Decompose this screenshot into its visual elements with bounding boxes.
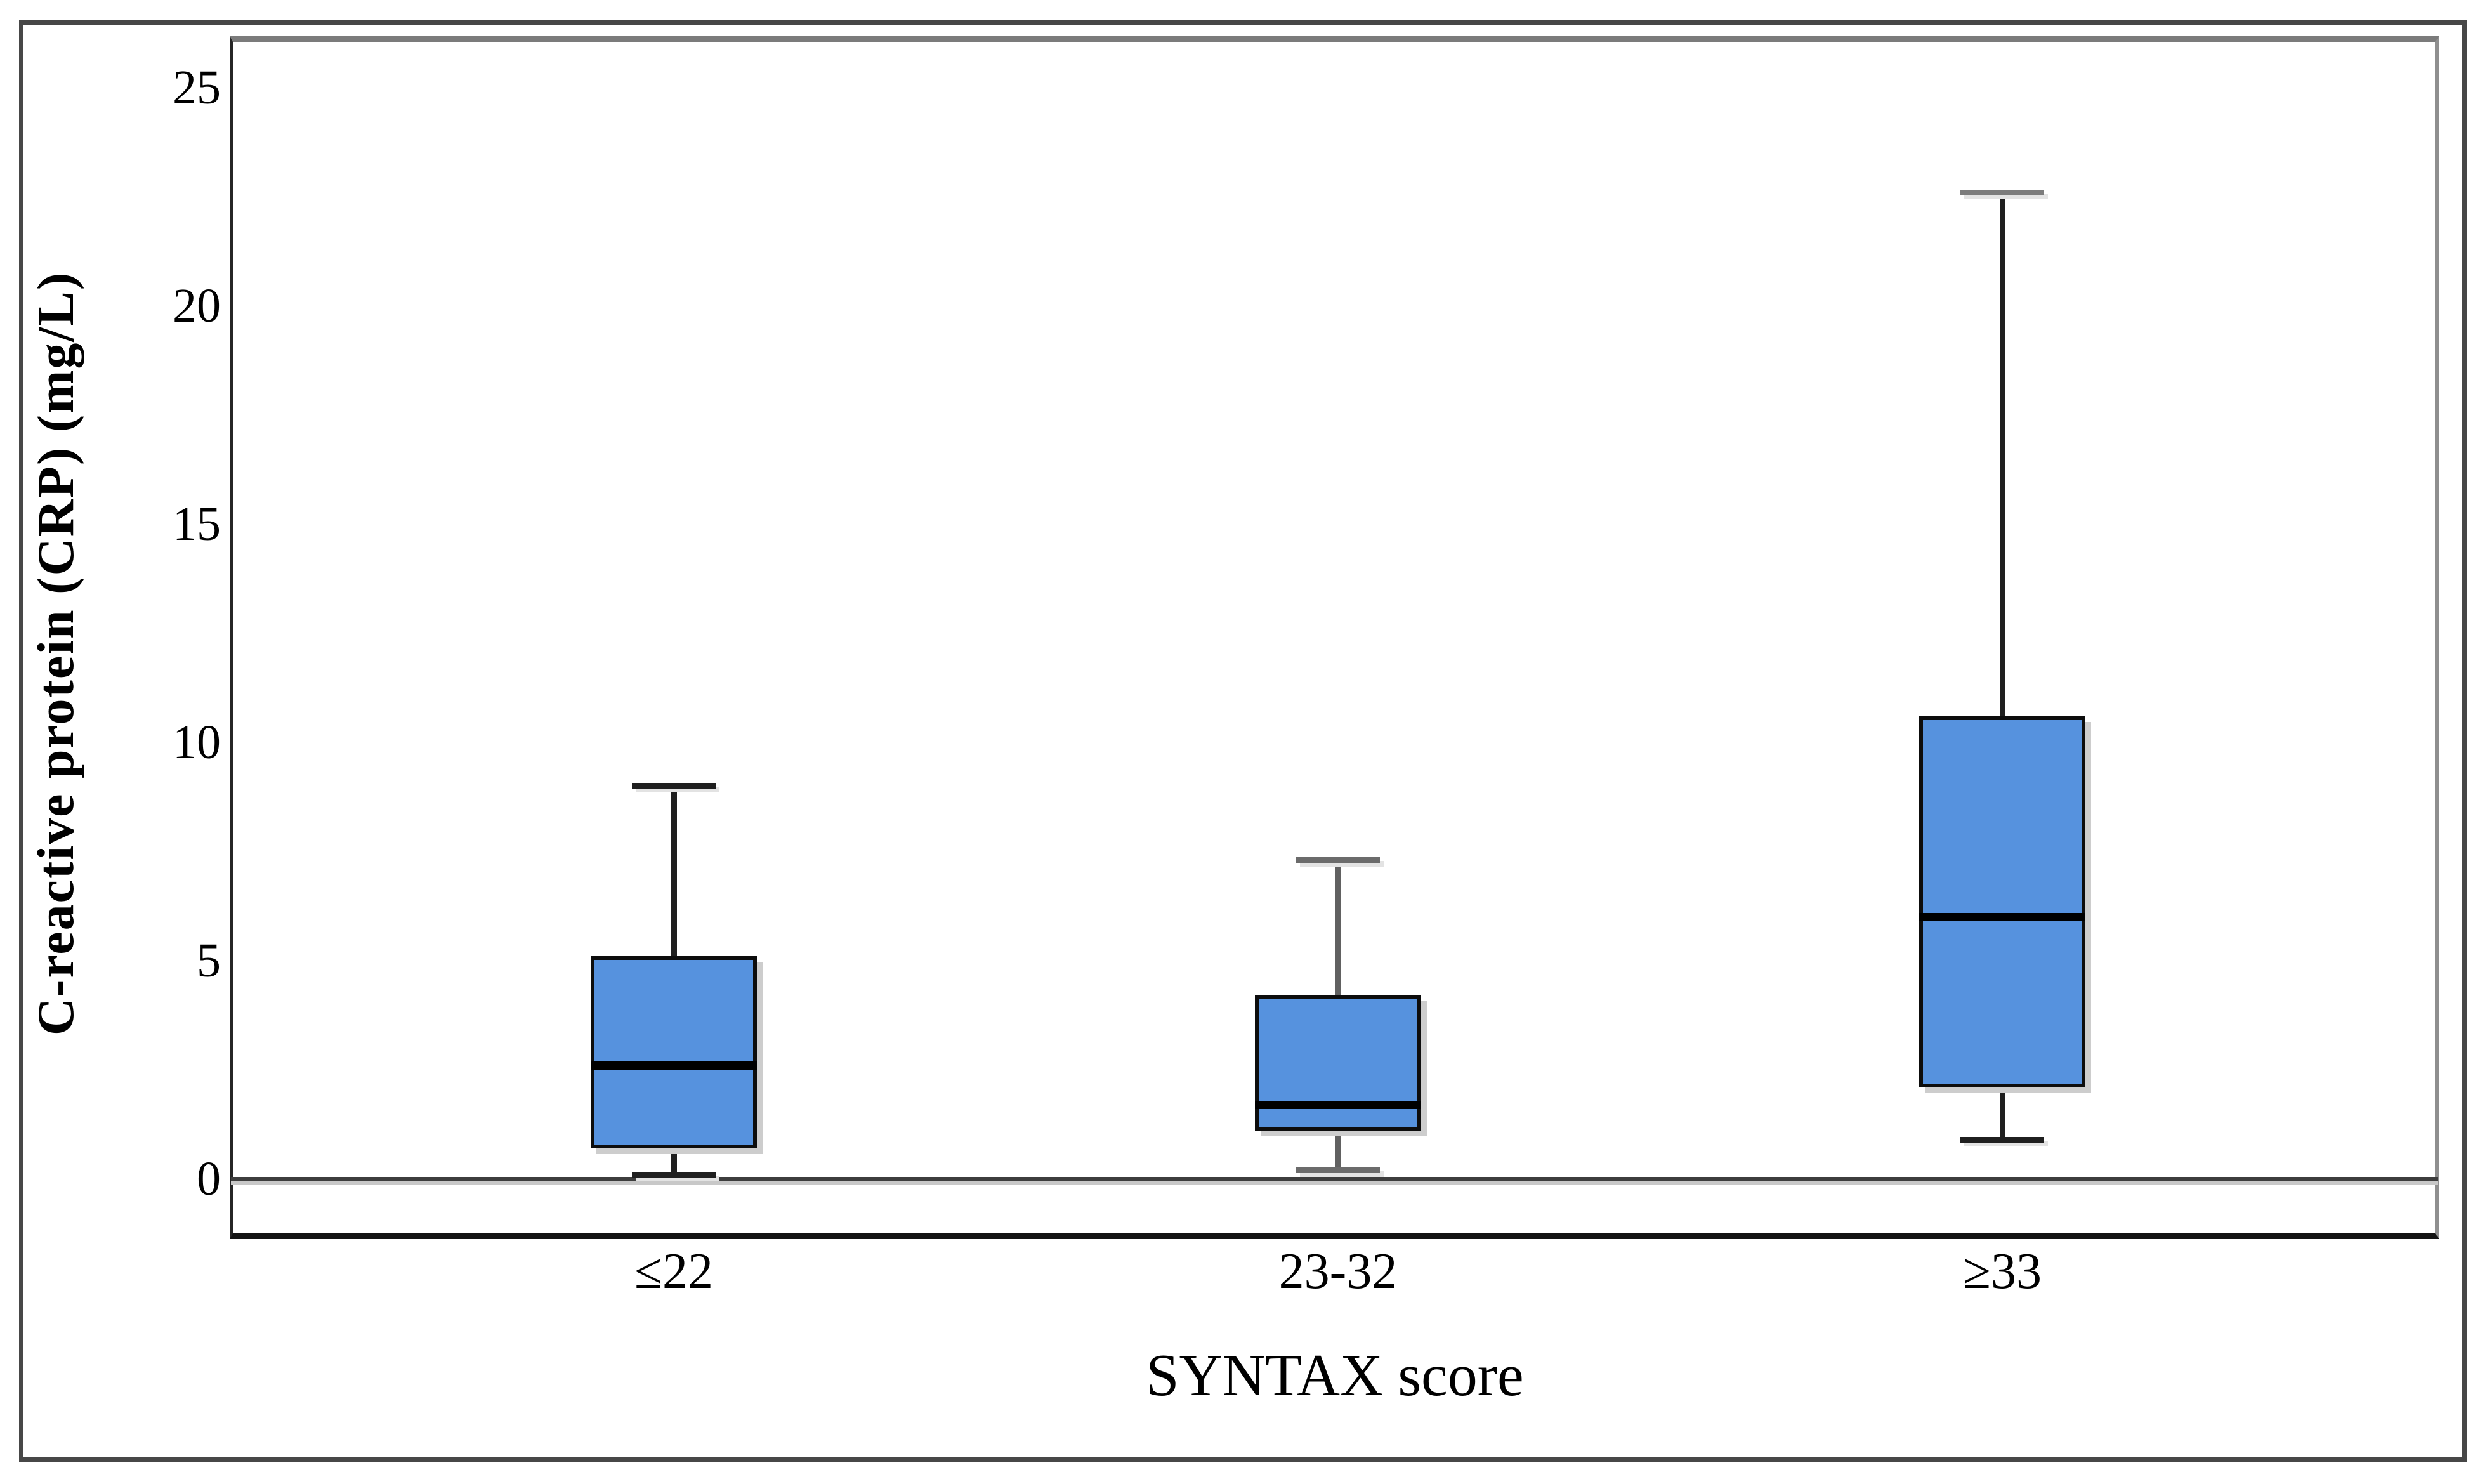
box-iqr <box>591 956 757 1148</box>
whisker-cap-top <box>1960 189 2044 195</box>
y-tick-label: 10 <box>173 716 221 769</box>
x-category-label: ≤22 <box>634 1244 713 1299</box>
y-tick-label: 5 <box>197 934 221 987</box>
x-category-label: 23-32 <box>1278 1244 1398 1299</box>
whisker-cap-top <box>632 783 716 789</box>
whisker-cap-bottom <box>1296 1167 1380 1173</box>
box-iqr <box>1919 716 2085 1087</box>
y-tick-label: 0 <box>197 1152 221 1205</box>
y-axis-title: C-reactive protein (CRP) (mg/L) <box>27 271 84 1036</box>
box-iqr <box>1255 995 1421 1131</box>
x-category-label: ≥33 <box>1963 1244 2042 1299</box>
median-line <box>1255 1100 1421 1109</box>
median-line <box>1919 912 2085 921</box>
x-axis-title: SYNTAX score <box>1146 1343 1524 1408</box>
y-tick-label: 25 <box>173 61 221 114</box>
y-tick-label: 20 <box>173 279 221 332</box>
whisker-cap-bottom <box>632 1171 716 1178</box>
median-line <box>591 1061 757 1070</box>
whisker-cap-bottom <box>1960 1136 2044 1143</box>
whisker-line <box>1999 192 2005 1140</box>
zero-baseline <box>231 1177 2438 1181</box>
y-tick-label: 15 <box>173 497 221 551</box>
whisker-cap-top <box>1296 857 1380 863</box>
